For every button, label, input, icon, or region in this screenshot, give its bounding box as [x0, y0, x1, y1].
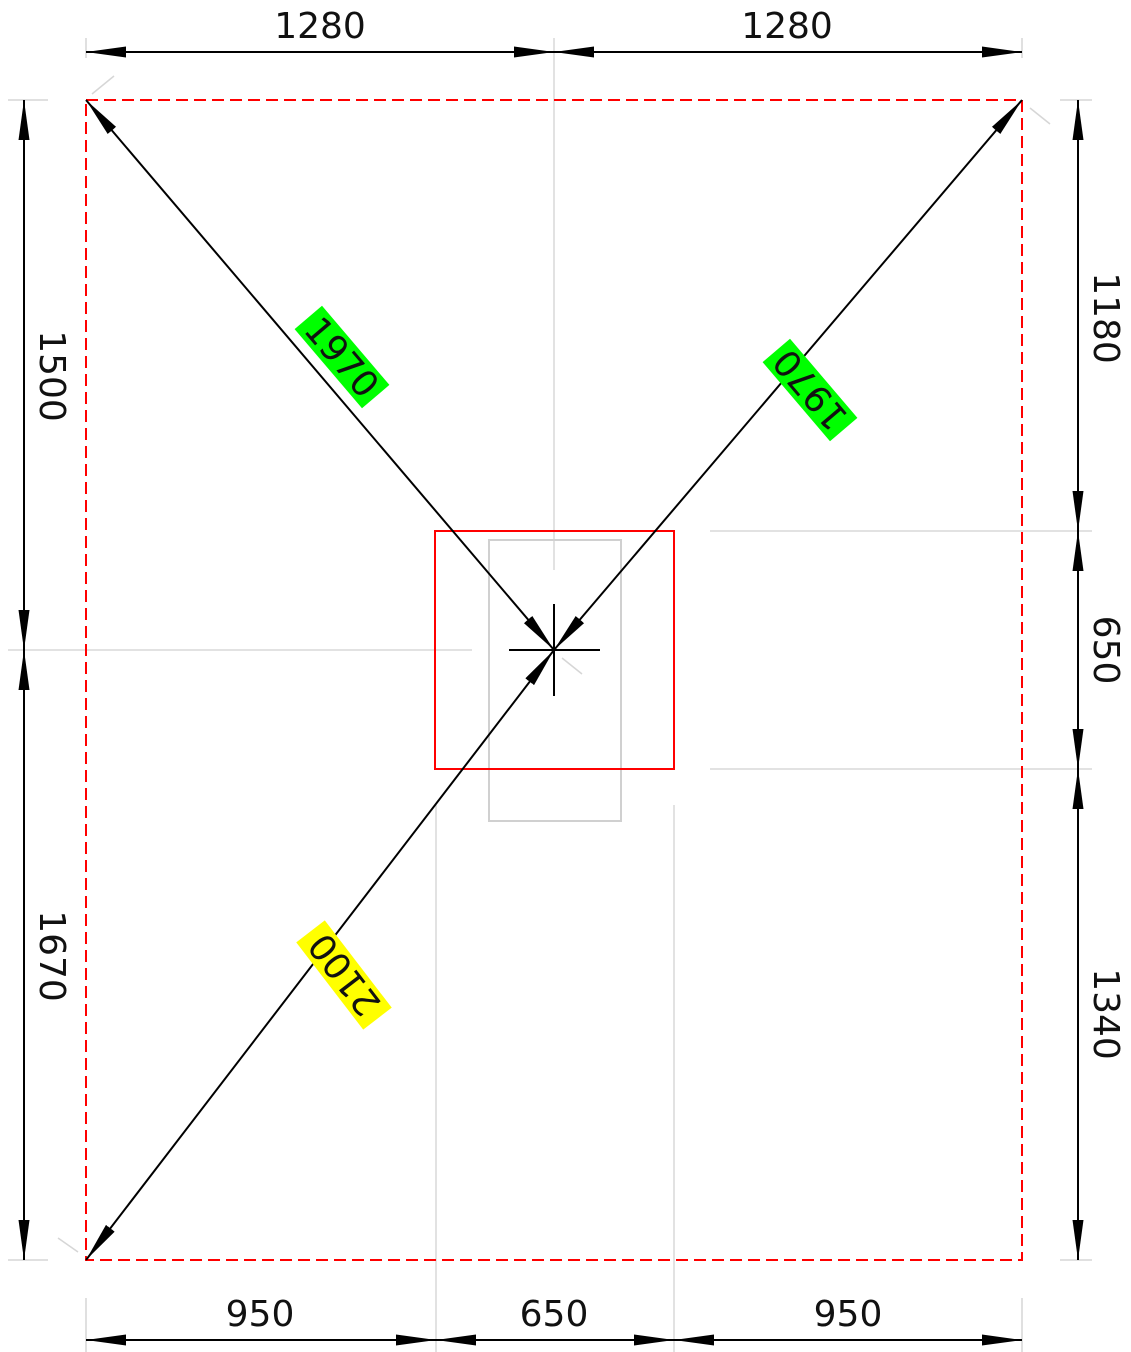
diagonal-top-left-line: [85, 99, 555, 651]
highlight-green-right: [762, 338, 858, 442]
left-dim-bottom-label: 1670: [31, 910, 72, 1002]
bottom-dim-right-label: 950: [814, 1294, 883, 1335]
top-dimension: 1280 1280: [86, 6, 1022, 58]
right-dimension: 1180 650 1340: [1072, 100, 1126, 1260]
right-dim-middle-label: 650: [1085, 616, 1126, 685]
highlight-green-left: [294, 305, 390, 409]
bottom-dim-left-label: 950: [226, 1294, 295, 1335]
top-dim-right-label: 1280: [741, 6, 833, 47]
bottom-dimension: 950 650 950: [86, 1294, 1022, 1346]
left-dimension: 1500 1670: [18, 100, 72, 1260]
guide-lines: [8, 38, 1092, 1352]
bottom-dim-middle-label: 650: [520, 1294, 589, 1335]
right-dim-top-label: 1180: [1085, 272, 1126, 364]
right-dim-bottom-label: 1340: [1085, 968, 1126, 1060]
left-dim-top-label: 1500: [31, 330, 72, 422]
highlight-yellow: [296, 920, 392, 1030]
diagonal-bottom-left-label: 2100: [296, 920, 392, 1030]
top-dim-left-label: 1280: [274, 6, 366, 47]
